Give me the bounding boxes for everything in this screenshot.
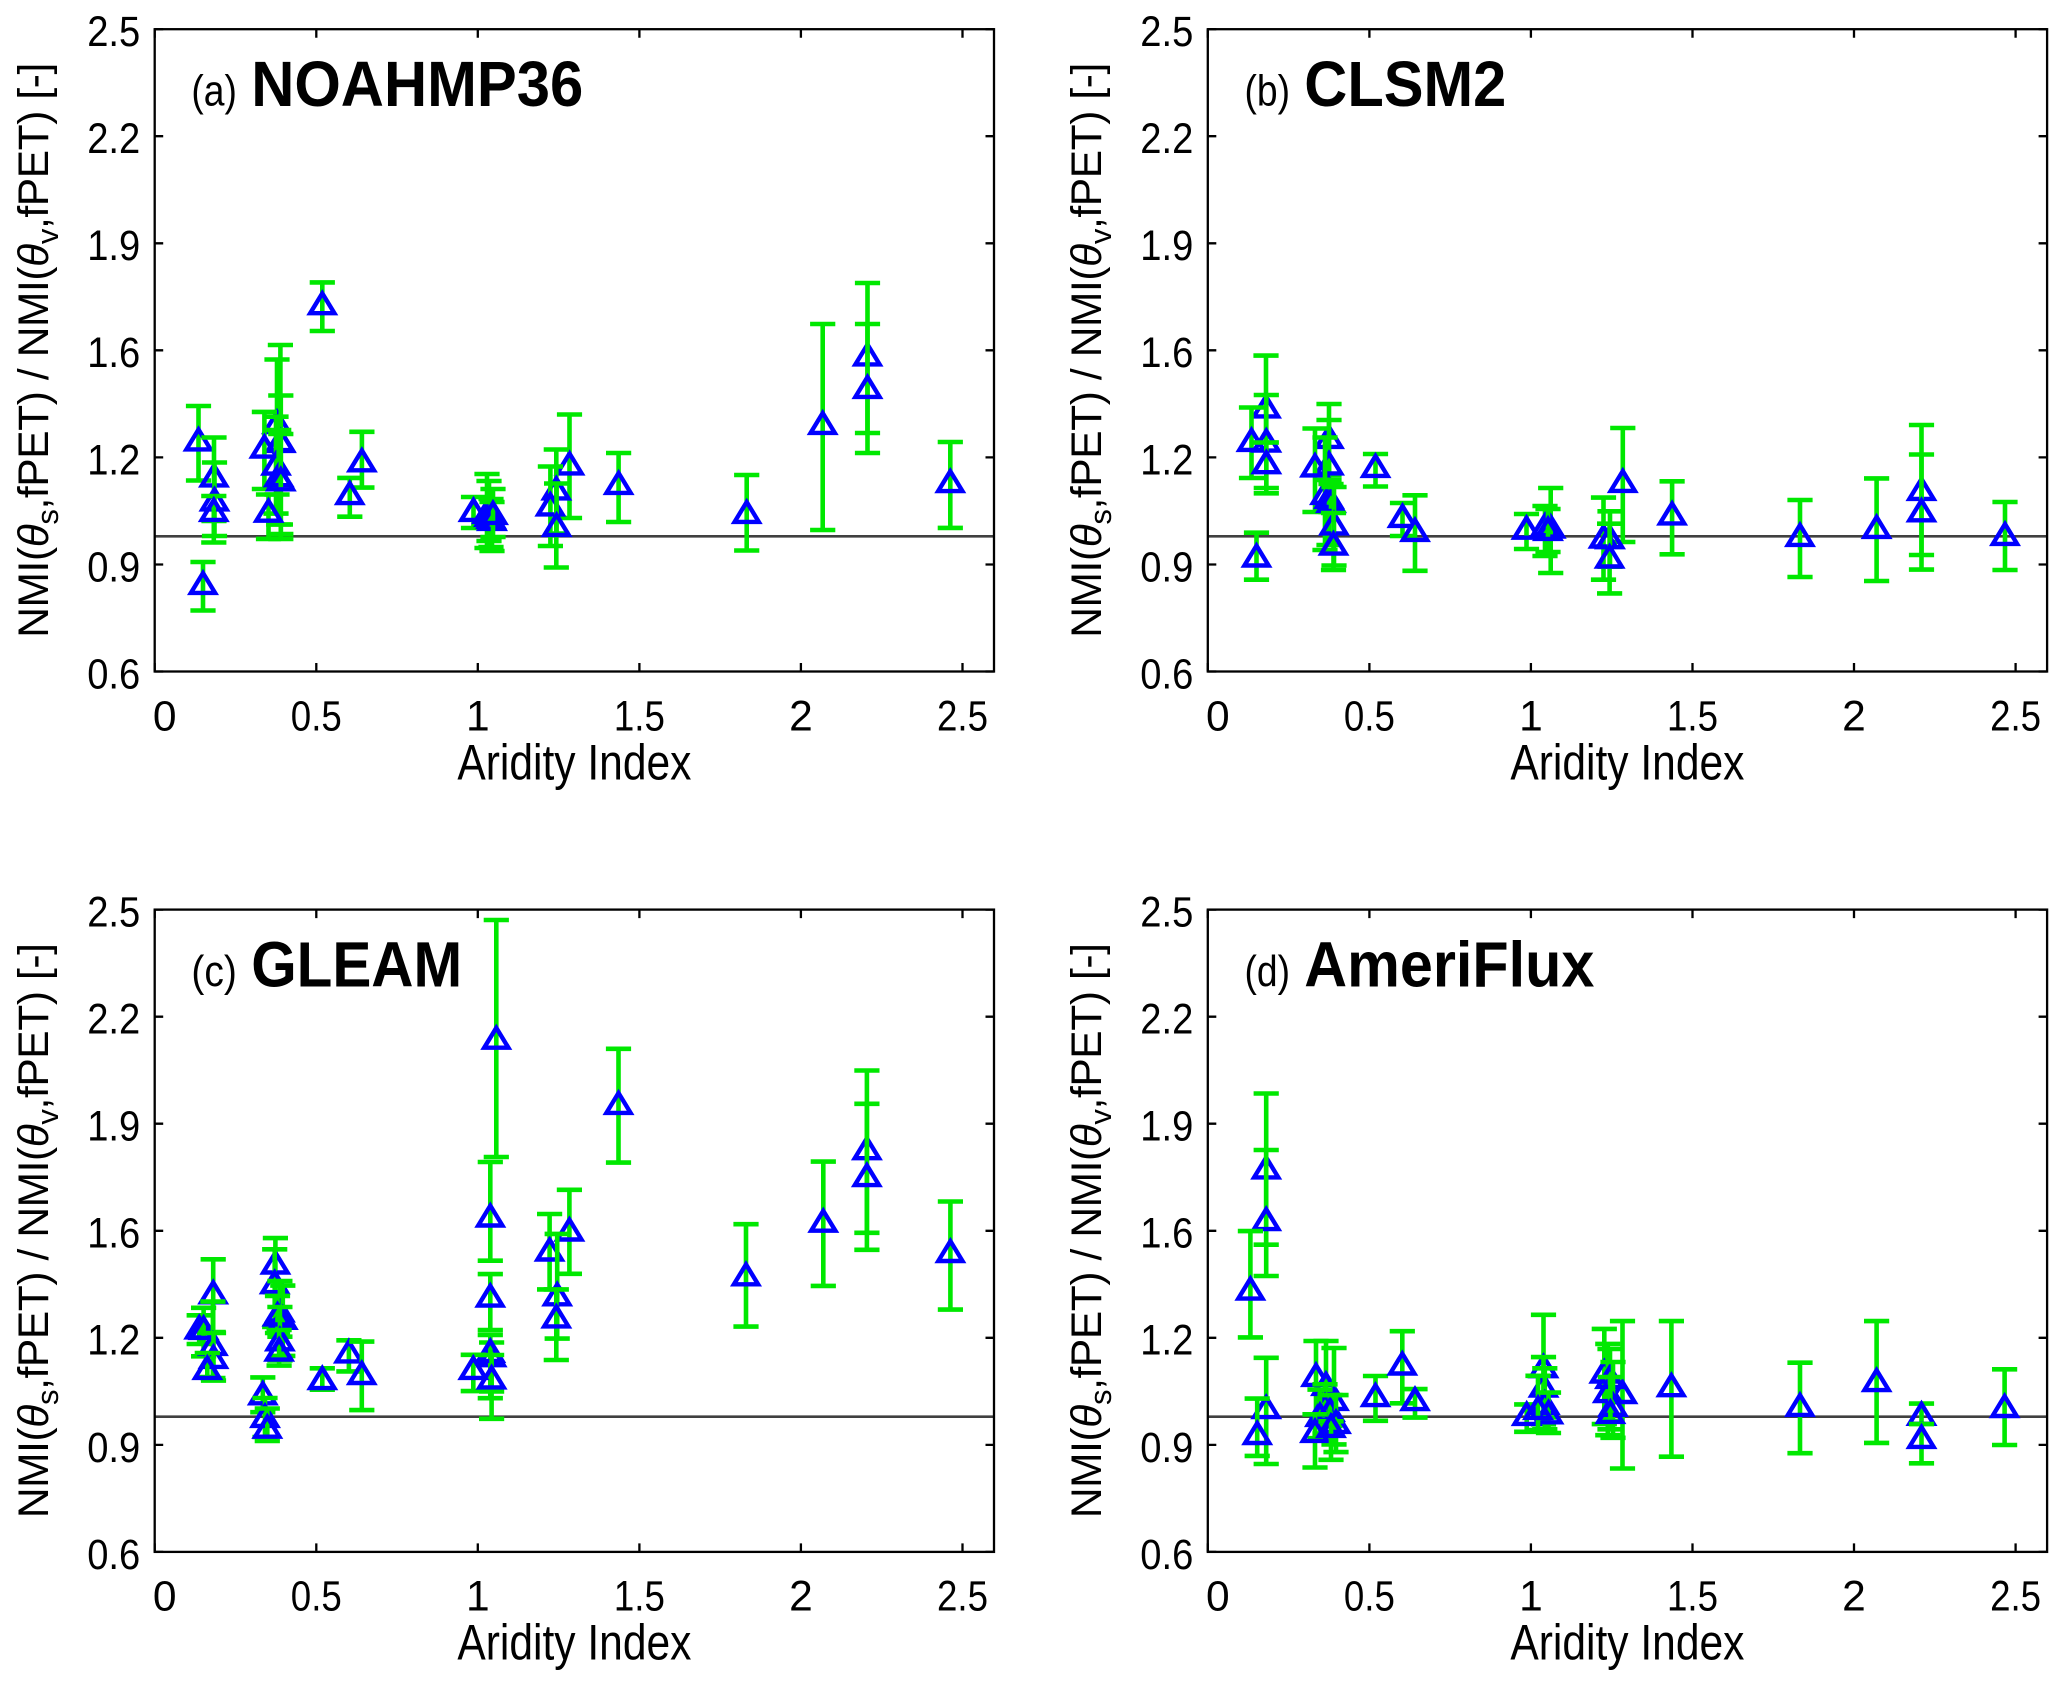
svg-text:2.2: 2.2	[87, 116, 140, 163]
svg-text:2: 2	[789, 693, 813, 740]
svg-text:1.6: 1.6	[87, 1211, 140, 1258]
svg-text:Aridity Index: Aridity Index	[1510, 734, 1744, 790]
svg-text:2.5: 2.5	[1990, 693, 2041, 740]
svg-text:NMI(θs,fPET) / NMI(θv,fPET) [-: NMI(θs,fPET) / NMI(θv,fPET) [-]	[11, 943, 65, 1518]
svg-text:1.5: 1.5	[614, 693, 665, 740]
svg-text:1.5: 1.5	[1667, 1574, 1718, 1621]
svg-text:NOAHMP36: NOAHMP36	[251, 48, 583, 120]
svg-text:1.2: 1.2	[1140, 437, 1193, 484]
svg-text:Aridity Index: Aridity Index	[457, 1615, 691, 1671]
svg-text:0: 0	[153, 1574, 177, 1621]
svg-text:0.6: 0.6	[1140, 1532, 1193, 1579]
svg-text:0.9: 0.9	[87, 1425, 140, 1472]
svg-text:2.5: 2.5	[87, 890, 140, 937]
svg-text:1: 1	[466, 693, 490, 740]
svg-text:1.9: 1.9	[1140, 223, 1193, 270]
svg-text:0.9: 0.9	[87, 544, 140, 591]
svg-text:1: 1	[1519, 1574, 1543, 1621]
svg-text:1: 1	[1519, 693, 1543, 740]
svg-text:2.2: 2.2	[87, 997, 140, 1044]
svg-text:NMI(θs,fPET) / NMI(θv,fPET) [-: NMI(θs,fPET) / NMI(θv,fPET) [-]	[1064, 63, 1118, 638]
svg-text:GLEAM: GLEAM	[251, 928, 462, 1000]
svg-text:2.5: 2.5	[1140, 9, 1193, 56]
svg-text:0: 0	[1206, 693, 1230, 740]
svg-text:Aridity Index: Aridity Index	[457, 734, 691, 790]
svg-text:1.2: 1.2	[1140, 1318, 1193, 1365]
svg-text:Aridity Index: Aridity Index	[1510, 1615, 1744, 1671]
svg-text:2: 2	[789, 1574, 813, 1621]
svg-text:0.5: 0.5	[1344, 693, 1395, 740]
svg-text:0.6: 0.6	[1140, 651, 1193, 698]
svg-text:1.9: 1.9	[87, 223, 140, 270]
svg-text:0.6: 0.6	[87, 651, 140, 698]
svg-text:1.2: 1.2	[87, 437, 140, 484]
svg-text:1.2: 1.2	[87, 1318, 140, 1365]
svg-text:AmeriFlux: AmeriFlux	[1304, 928, 1594, 1000]
svg-text:2: 2	[1842, 1574, 1866, 1621]
svg-text:(c): (c)	[191, 947, 237, 996]
svg-text:NMI(θs,fPET) / NMI(θv,fPET) [-: NMI(θs,fPET) / NMI(θv,fPET) [-]	[11, 63, 65, 638]
svg-text:2.2: 2.2	[1140, 116, 1193, 163]
svg-text:0.6: 0.6	[87, 1532, 140, 1579]
svg-text:2: 2	[1842, 693, 1866, 740]
svg-text:0: 0	[153, 693, 177, 740]
svg-text:1.5: 1.5	[614, 1574, 665, 1621]
svg-text:2.5: 2.5	[1140, 890, 1193, 937]
svg-text:(d): (d)	[1245, 947, 1291, 996]
svg-text:1.6: 1.6	[87, 330, 140, 377]
svg-text:0.9: 0.9	[1140, 544, 1193, 591]
svg-text:0.5: 0.5	[291, 1574, 342, 1621]
svg-text:1.9: 1.9	[1140, 1104, 1193, 1151]
svg-text:2.5: 2.5	[937, 1574, 988, 1621]
svg-text:2.5: 2.5	[937, 693, 988, 740]
svg-text:2.5: 2.5	[1990, 1574, 2041, 1621]
svg-text:(a): (a)	[191, 67, 237, 116]
svg-text:0.9: 0.9	[1140, 1425, 1193, 1472]
svg-text:NMI(θs,fPET) / NMI(θv,fPET) [-: NMI(θs,fPET) / NMI(θv,fPET) [-]	[1064, 943, 1118, 1518]
svg-text:1.6: 1.6	[1140, 330, 1193, 377]
svg-text:0.5: 0.5	[291, 693, 342, 740]
svg-text:1.9: 1.9	[87, 1104, 140, 1151]
svg-text:2.5: 2.5	[87, 9, 140, 56]
svg-text:(b): (b)	[1245, 67, 1291, 116]
svg-text:0: 0	[1206, 1574, 1230, 1621]
svg-text:0.5: 0.5	[1344, 1574, 1395, 1621]
svg-text:1.6: 1.6	[1140, 1211, 1193, 1258]
svg-text:1.5: 1.5	[1667, 693, 1718, 740]
svg-text:2.2: 2.2	[1140, 997, 1193, 1044]
svg-text:CLSM2: CLSM2	[1304, 48, 1506, 120]
svg-text:1: 1	[466, 1574, 490, 1621]
